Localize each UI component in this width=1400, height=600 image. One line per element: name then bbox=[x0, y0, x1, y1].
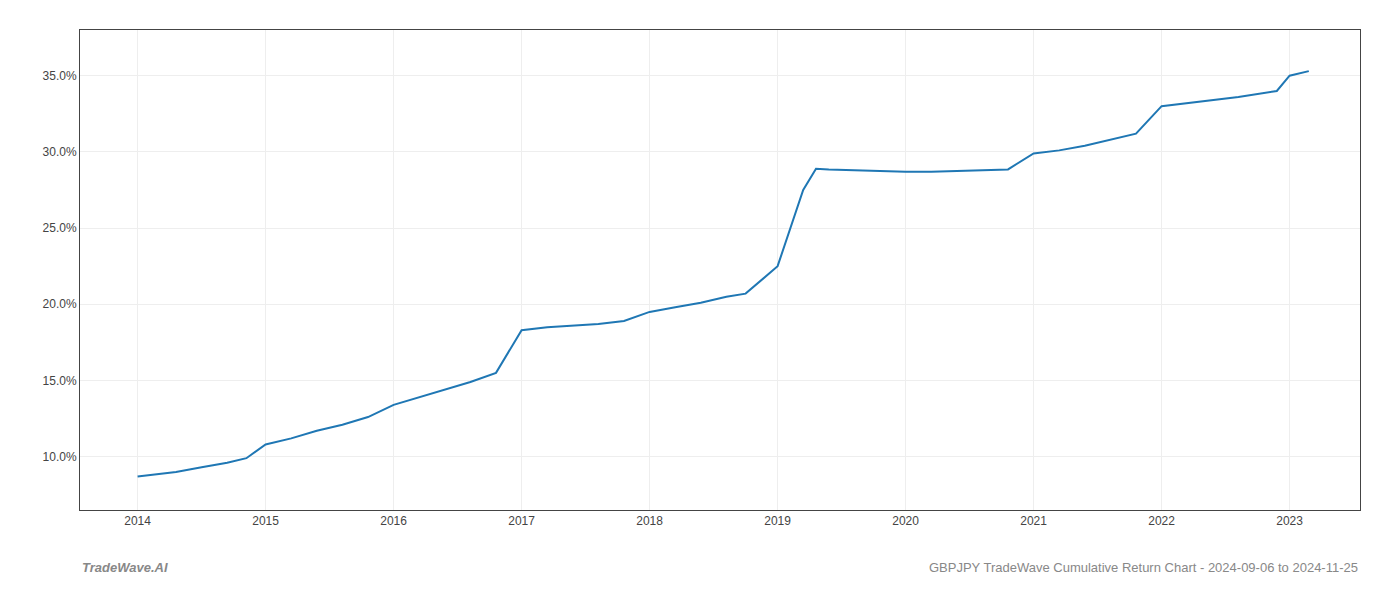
svg-text:2023: 2023 bbox=[1276, 514, 1303, 528]
svg-text:2017: 2017 bbox=[508, 514, 535, 528]
svg-text:10.0%: 10.0% bbox=[43, 450, 77, 464]
svg-text:2019: 2019 bbox=[764, 514, 791, 528]
svg-text:2015: 2015 bbox=[252, 514, 279, 528]
svg-text:15.0%: 15.0% bbox=[43, 374, 77, 388]
svg-text:35.0%: 35.0% bbox=[43, 69, 77, 83]
svg-text:2021: 2021 bbox=[1020, 514, 1047, 528]
svg-text:TradeWave.AI: TradeWave.AI bbox=[82, 560, 168, 575]
svg-text:2014: 2014 bbox=[124, 514, 151, 528]
svg-text:2022: 2022 bbox=[1148, 514, 1175, 528]
svg-text:20.0%: 20.0% bbox=[43, 297, 77, 311]
svg-text:25.0%: 25.0% bbox=[43, 221, 77, 235]
svg-text:2018: 2018 bbox=[636, 514, 663, 528]
svg-text:GBPJPY TradeWave Cumulative Re: GBPJPY TradeWave Cumulative Return Chart… bbox=[929, 560, 1358, 575]
svg-text:2016: 2016 bbox=[380, 514, 407, 528]
svg-text:30.0%: 30.0% bbox=[43, 145, 77, 159]
svg-text:2020: 2020 bbox=[892, 514, 919, 528]
